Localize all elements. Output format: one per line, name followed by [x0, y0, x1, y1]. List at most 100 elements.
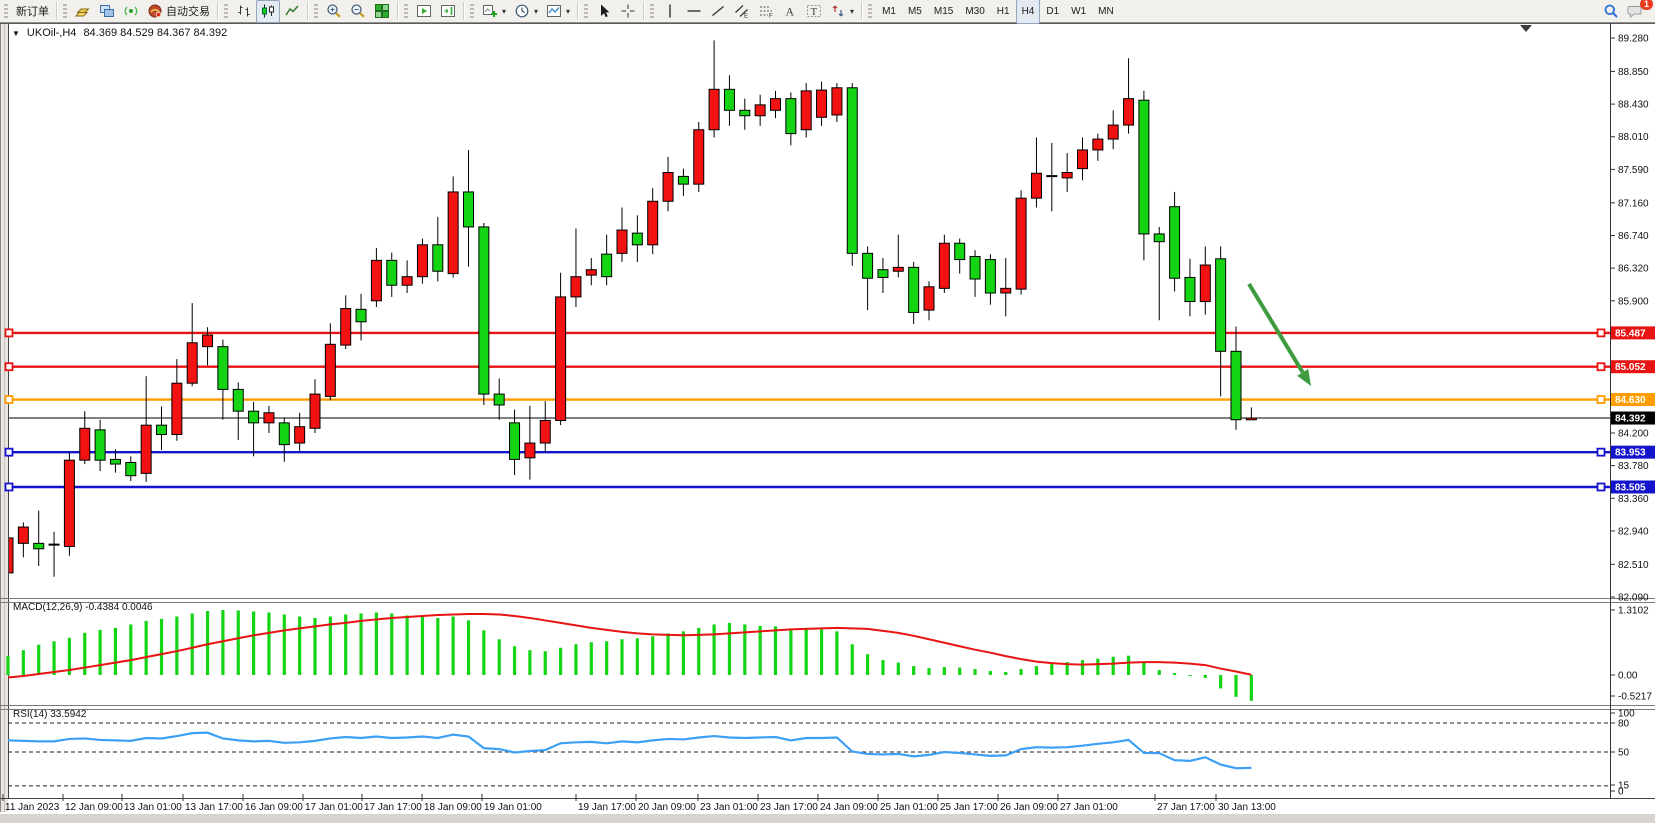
- auto-scroll-icon: [416, 3, 432, 19]
- svg-text:12 Jan 09:00: 12 Jan 09:00: [65, 802, 123, 813]
- candlestick-chart-button[interactable]: [256, 0, 280, 23]
- autotrading-button-label: 自动交易: [166, 6, 210, 18]
- timeframe-mn[interactable]: MN: [1098, 5, 1114, 17]
- svg-text:30 Jan 13:00: 30 Jan 13:00: [1218, 802, 1276, 813]
- timeframe-m15[interactable]: M15: [933, 5, 954, 17]
- vertical-line-button[interactable]: [658, 0, 682, 23]
- line-chart-button[interactable]: [280, 0, 304, 23]
- svg-text:85.052: 85.052: [1615, 362, 1646, 373]
- chevron-down-icon[interactable]: ▾: [534, 6, 539, 16]
- toolbar-grip[interactable]: [4, 3, 8, 19]
- auto-scroll-button[interactable]: [412, 0, 436, 23]
- zoom-out-button[interactable]: [346, 0, 370, 23]
- svg-text:13 Jan 01:00: 13 Jan 01:00: [124, 802, 182, 813]
- toolbar-grip[interactable]: [314, 3, 318, 19]
- chart-shift-button[interactable]: [436, 0, 460, 23]
- hline-handle[interactable]: [1596, 447, 1606, 457]
- zoom-in-button[interactable]: [322, 0, 346, 23]
- tile-windows-icon: [374, 3, 390, 19]
- gold-icon[interactable]: [71, 0, 95, 23]
- svg-text:25 Jan 17:00: 25 Jan 17:00: [940, 802, 998, 813]
- svg-text:83.780: 83.780: [1618, 461, 1649, 472]
- hline-handle[interactable]: [4, 447, 14, 457]
- toolbar-grip[interactable]: [470, 3, 474, 19]
- svg-text:15: 15: [1618, 781, 1630, 792]
- svg-text:85.487: 85.487: [1615, 328, 1646, 339]
- svg-text:25 Jan 01:00: 25 Jan 01:00: [880, 802, 938, 813]
- search-button[interactable]: [1599, 0, 1623, 23]
- timeframe-h4[interactable]: H4: [1015, 0, 1041, 24]
- notifications-button[interactable]: 1: [1623, 0, 1653, 23]
- new-order-button[interactable]: 新订单: [12, 0, 53, 23]
- horizontal-line-objects[interactable]: [8, 331, 1610, 489]
- data-signal-icon: [123, 3, 139, 19]
- toolbar-separator: [397, 2, 399, 20]
- svg-text:50: 50: [1618, 748, 1630, 759]
- equidistant-channel-button[interactable]: E: [730, 0, 754, 23]
- candle-chart-icon: [260, 3, 276, 19]
- toolbar-grip[interactable]: [63, 3, 67, 19]
- hline-handle[interactable]: [4, 362, 14, 372]
- timeframe-d1[interactable]: D1: [1046, 5, 1060, 17]
- cursor-button[interactable]: [592, 0, 616, 23]
- price-axis[interactable]: 89.280 88.850 88.430 88.010 87.590 87.160 86.7…: [1610, 34, 1655, 798]
- text-label-button[interactable]: T: [802, 0, 826, 23]
- new-chart-icon: [482, 3, 498, 19]
- fibonacci-button[interactable]: F: [754, 0, 778, 23]
- chart-shift-marker[interactable]: [1520, 25, 1532, 32]
- data-signal-icon[interactable]: [119, 0, 143, 23]
- crosshair-button[interactable]: [616, 0, 640, 23]
- chart-symbol-period: UKOil-,H4: [26, 27, 77, 39]
- toolbar-grip[interactable]: [404, 3, 408, 19]
- toolbar-separator: [307, 2, 309, 20]
- toolbar-separator: [463, 2, 465, 20]
- timeframe-w1[interactable]: W1: [1071, 5, 1087, 17]
- new-chart-button[interactable]: ▾: [478, 0, 510, 23]
- templates-button[interactable]: ▾: [542, 0, 574, 23]
- svg-text:83.360: 83.360: [1618, 494, 1649, 505]
- hline-handle[interactable]: [1596, 362, 1606, 372]
- horizontal-line-button[interactable]: [682, 0, 706, 23]
- tile-windows-button[interactable]: [370, 0, 394, 23]
- chevron-down-icon[interactable]: ▾: [850, 6, 855, 16]
- svg-text:-0.5217: -0.5217: [1618, 692, 1652, 703]
- hline-handle[interactable]: [1596, 395, 1606, 404]
- macd-indicator-label: MACD(12,26,9) -0.4384 0.0046: [13, 602, 153, 613]
- timeframe-m30[interactable]: M30: [965, 5, 985, 17]
- line-chart-icon: [284, 3, 300, 19]
- svg-text:17 Jan 01:00: 17 Jan 01:00: [305, 802, 363, 813]
- market-watch-icon: [99, 3, 115, 19]
- autotrading-button[interactable]: 自动交易: [143, 0, 214, 23]
- hline-handle[interactable]: [1596, 482, 1606, 492]
- svg-text:0: 0: [1618, 787, 1624, 798]
- arrow-object[interactable]: [1247, 282, 1311, 386]
- svg-text:18 Jan 09:00: 18 Jan 09:00: [424, 802, 482, 813]
- hline-handle[interactable]: [4, 328, 14, 338]
- collapse-icon[interactable]: ▼: [12, 28, 20, 38]
- timeframe-h1[interactable]: H1: [996, 5, 1010, 17]
- hline-handle[interactable]: [4, 395, 14, 404]
- notification-badge: 1: [1640, 0, 1653, 10]
- trendline-button[interactable]: [706, 0, 730, 23]
- arrows-button[interactable]: ▾: [826, 0, 858, 23]
- toolbar-grip[interactable]: [584, 3, 589, 19]
- timeframe-m1[interactable]: M1: [882, 5, 896, 17]
- bar-chart-button[interactable]: [232, 0, 256, 23]
- text-button[interactable]: A: [778, 0, 802, 23]
- svg-text:84.630: 84.630: [1615, 395, 1646, 406]
- chevron-down-icon[interactable]: ▾: [566, 6, 571, 16]
- periods-button[interactable]: ▾: [510, 0, 542, 23]
- toolbar-grip[interactable]: [650, 3, 655, 19]
- hline-handle[interactable]: [1596, 328, 1606, 338]
- toolbar-grip[interactable]: [224, 3, 228, 19]
- rsi-indicator-label: RSI(14) 33.5942: [13, 709, 87, 720]
- chevron-down-icon[interactable]: ▾: [502, 6, 507, 16]
- time-axis[interactable]: 11 Jan 2023 12 Jan 09:00 13 Jan 01:00 13 Ja…: [2, 794, 1276, 813]
- toolbar-separator: [861, 2, 864, 20]
- toolbar-grip[interactable]: [868, 3, 873, 19]
- market-watch-icon[interactable]: [95, 0, 119, 23]
- chart-shift-icon: [440, 3, 456, 19]
- timeframe-m5[interactable]: M5: [907, 5, 922, 17]
- hline-handle[interactable]: [4, 482, 14, 492]
